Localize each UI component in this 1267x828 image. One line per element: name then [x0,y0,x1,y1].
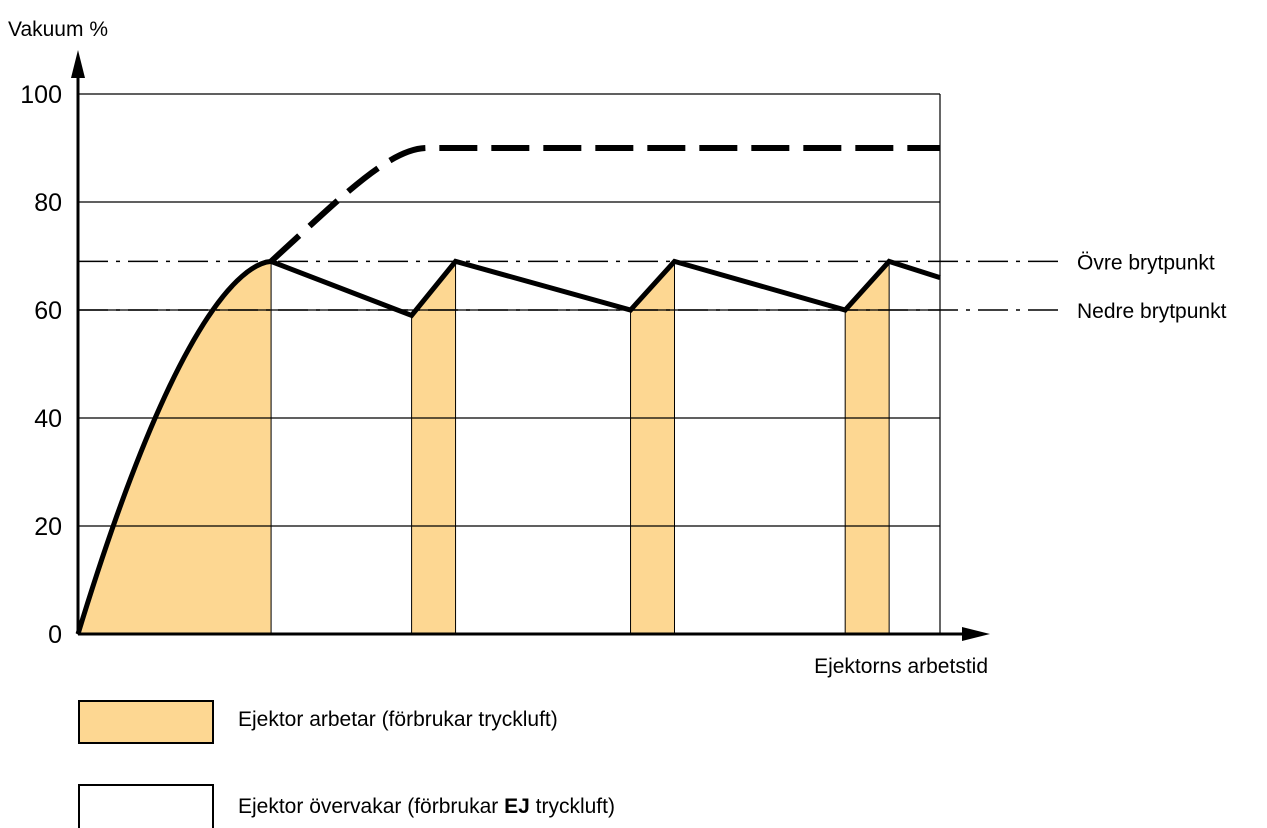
reference-lines: Övre brytpunkt Nedre brytpunkt [78,251,1227,323]
reference-label-2: Nedre brytpunkt [1077,300,1227,323]
shaded-intervals [77,259,890,635]
vacuum-chart: Övre brytpunkt Nedre brytpunkt 0 20 40 60 80 1… [8,18,1227,678]
legend-monitoring-prefix: Ejektor övervakar (förbrukar [238,795,505,818]
series-solid-line [75,258,941,635]
y-tick-label-20: 20 [34,513,62,541]
shaded-interval-1 [77,260,272,635]
shaded-interval-4 [844,260,890,635]
y-tick-label-0: 0 [48,621,62,649]
y-tick-label-40: 40 [34,405,62,433]
legend-swatch-working [78,700,214,744]
grid-lines [78,93,941,634]
shaded-interval-3 [630,260,676,635]
legend-label-working: Ejektor arbetar (förbrukar tryckluft) [238,708,558,731]
reference-label-1: Övre brytpunkt [1077,251,1215,274]
y-axis-arrow [71,50,85,78]
x-axis-arrow [962,627,990,641]
legend-item-working [78,700,214,744]
axes [71,50,990,641]
legend-monitoring-suffix: tryckluft) [529,795,615,818]
legend-item-monitoring [78,784,214,828]
legend-label-monitoring: Ejektor övervakar (förbrukar EJ tryckluf… [238,795,615,819]
y-tick-label-60: 60 [34,297,62,325]
series-dashed-line [269,145,940,264]
y-tick-label-80: 80 [34,189,62,217]
legend-monitoring-bold: EJ [504,795,530,818]
x-axis-label: Ejektorns arbetstid [814,655,988,678]
y-axis-label: Vakuum % [8,18,108,41]
legend-swatch-monitoring [78,784,214,828]
series-lines [75,145,941,635]
y-tick-label-100: 100 [20,81,62,109]
shaded-interval-2 [411,259,457,635]
y-tick-labels: 0 20 40 60 80 100 [20,81,62,649]
